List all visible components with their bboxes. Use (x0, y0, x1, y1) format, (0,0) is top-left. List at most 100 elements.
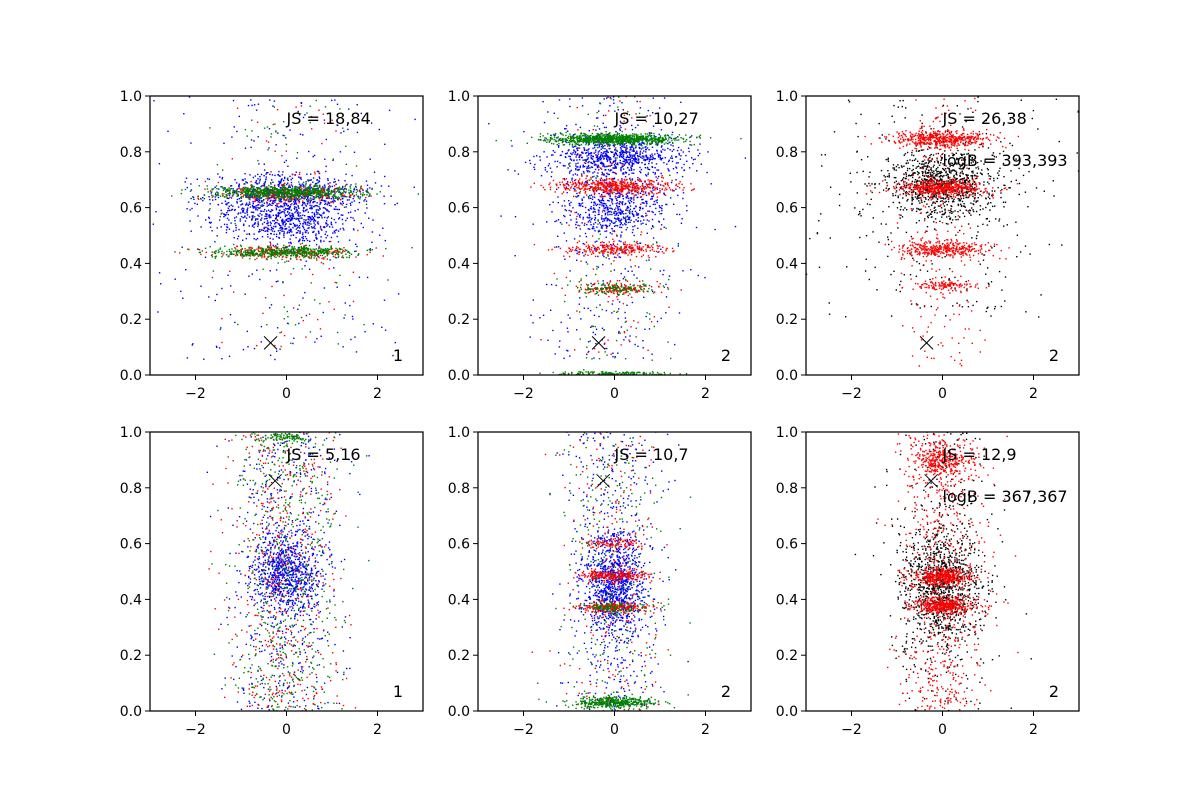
scatter-point (282, 230, 284, 232)
scatter-point (340, 214, 342, 216)
scatter-point (320, 241, 322, 243)
scatter-point (574, 173, 577, 175)
scatter-point (631, 150, 633, 152)
scatter-point (611, 201, 613, 203)
scatter-point (210, 221, 212, 224)
scatter-point (339, 188, 342, 191)
scatter-point (576, 196, 578, 198)
scatter-point (318, 186, 320, 189)
scatter-point (382, 227, 384, 229)
scatter-point (246, 191, 248, 193)
scatter-point (593, 204, 595, 206)
scatter-point (323, 258, 325, 260)
scatter-point (288, 195, 290, 197)
scatter-point (297, 110, 299, 113)
scatter-point (295, 206, 297, 209)
scatter-point (241, 248, 243, 250)
scatter-point (304, 197, 306, 199)
scatter-point (306, 230, 308, 232)
scatter-point (601, 227, 603, 229)
scatter-point (659, 155, 661, 157)
scatter-point (635, 158, 638, 160)
scatter-point (216, 163, 219, 166)
scatter-point (607, 156, 609, 159)
scatter-point (229, 188, 232, 190)
scatter-point (620, 167, 622, 169)
scatter-point (196, 203, 198, 205)
scatter-point (313, 219, 316, 222)
scatter-point (564, 205, 566, 207)
scatter-point (272, 181, 274, 183)
scatter-point (578, 159, 581, 161)
scatter-point (305, 238, 308, 240)
scatter-point (343, 130, 345, 133)
scatter-point (314, 182, 317, 185)
scatter-point (645, 151, 647, 153)
scatter-point (226, 217, 229, 220)
scatter-point (669, 149, 671, 151)
scatter-point (275, 130, 277, 132)
scatter-point (244, 252, 246, 254)
scatter-point (325, 138, 327, 141)
scatter-point (372, 219, 374, 221)
scatter-point (586, 166, 588, 168)
scatter-point (313, 252, 315, 254)
scatter-point (610, 211, 613, 213)
scatter-point (554, 151, 556, 153)
scatter-point (331, 195, 333, 198)
scatter-point (575, 168, 577, 170)
scatter-point (622, 149, 624, 152)
scatter-point (317, 195, 320, 197)
scatter-point (259, 207, 261, 209)
scatter-point (317, 221, 319, 223)
scatter-point (269, 249, 271, 251)
scatter-point (323, 212, 325, 214)
scatter-point (306, 248, 309, 251)
scatter-point (677, 136, 679, 138)
scatter-point (241, 209, 244, 212)
scatter-point (223, 213, 225, 215)
scatter-point (623, 286, 625, 289)
scatter-point (278, 191, 280, 193)
scatter-point (192, 343, 194, 345)
scatter-point (282, 255, 284, 257)
scatter-point (296, 251, 298, 254)
scatter-point (601, 244, 604, 246)
scatter-point (611, 228, 613, 230)
scatter-point (691, 157, 693, 159)
scatter-point (292, 247, 295, 249)
scatter-point (625, 159, 627, 162)
scatter-point (365, 196, 367, 199)
scatter-point (592, 190, 595, 192)
scatter-point (304, 195, 307, 198)
scatter-point (580, 154, 582, 156)
scatter-point (560, 154, 562, 156)
scatter-point (630, 219, 632, 221)
scatter-point (586, 223, 588, 226)
scatter-point (630, 160, 632, 162)
scatter-point (613, 230, 616, 233)
scatter-point (234, 179, 236, 181)
scatter-point (230, 185, 233, 187)
scatter-point (658, 175, 660, 178)
scatter-point (670, 157, 672, 159)
scatter-point (283, 294, 285, 297)
scatter-point (589, 152, 591, 155)
scatter-point (675, 179, 677, 181)
scatter-point (539, 159, 541, 161)
scatter-point (605, 203, 607, 205)
scatter-point (269, 244, 272, 247)
scatter-point (318, 216, 320, 219)
scatter-point (244, 188, 246, 190)
scatter-point (317, 209, 319, 211)
scatter-point (651, 196, 654, 198)
scatter-point (283, 183, 285, 185)
scatter-point (276, 195, 279, 197)
scatter-point (686, 160, 688, 162)
scatter-point (256, 196, 258, 198)
scatter-point (610, 186, 612, 188)
scatter-point (383, 299, 386, 301)
scatter-point (336, 282, 338, 284)
scatter-point (287, 182, 289, 184)
scatter-point (310, 255, 313, 258)
